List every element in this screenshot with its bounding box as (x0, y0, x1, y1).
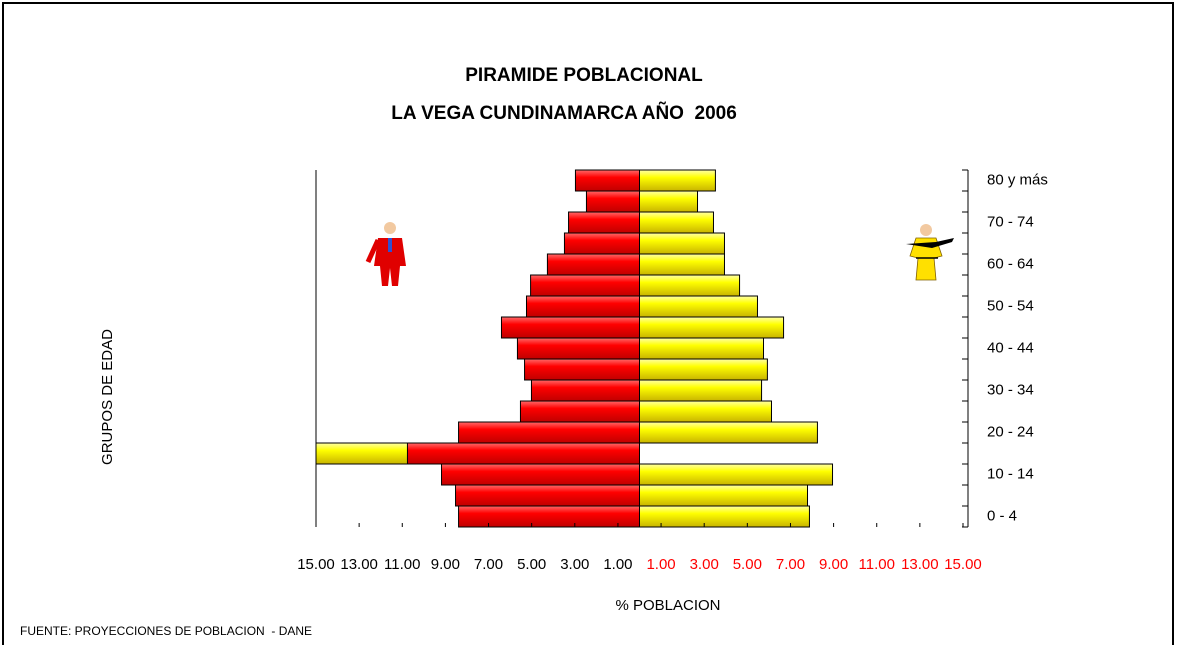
x-tick-label: 15.00 (297, 556, 335, 573)
x-tick-label: 7.00 (776, 556, 805, 573)
x-tick-label: 3.00 (560, 556, 589, 573)
x-tick-label: 7.00 (474, 556, 503, 573)
bar (530, 274, 640, 297)
bar (441, 463, 640, 486)
bar (639, 316, 785, 339)
bar (639, 211, 714, 234)
bar (639, 190, 699, 213)
bar (458, 505, 640, 528)
x-tick-label: 5.00 (517, 556, 546, 573)
x-tick-label: 13.00 (340, 556, 378, 573)
bar (530, 379, 640, 402)
y-tick-label: 80 y más (987, 171, 1048, 188)
y-axis-label: GRUPOS DE EDAD (99, 329, 116, 465)
bar (639, 400, 772, 423)
y-tick-label: 10 - 14 (987, 465, 1034, 482)
x-tick-label: 1.00 (603, 556, 632, 573)
y-tick-label: 50 - 54 (987, 297, 1034, 314)
x-tick-label: 5.00 (733, 556, 762, 573)
bar (639, 232, 725, 255)
bar (639, 358, 768, 381)
bar (639, 169, 716, 192)
bar (639, 295, 758, 318)
x-tick-label: 15.00 (944, 556, 982, 573)
bar (639, 484, 809, 507)
bar (458, 421, 640, 444)
bar (639, 463, 834, 486)
man-icon (365, 222, 406, 286)
y-tick-label: 0 - 4 (987, 507, 1017, 524)
bar (585, 190, 640, 213)
bar (524, 358, 641, 381)
bar (563, 232, 640, 255)
x-axis-label: % POBLACION (615, 597, 720, 614)
bar (406, 442, 640, 465)
bar (639, 337, 765, 360)
bar (525, 295, 640, 318)
bar (639, 253, 725, 276)
bar (519, 400, 641, 423)
bar (639, 274, 741, 297)
x-tick-label: 9.00 (819, 556, 848, 573)
bar (639, 421, 818, 444)
y-tick-label: 40 - 44 (987, 339, 1034, 356)
chart-title: LA VEGA CUNDINAMARCA AÑO 2006 (391, 102, 737, 124)
bar (516, 337, 641, 360)
bar (568, 211, 640, 234)
bar (639, 379, 763, 402)
chart-title: PIRAMIDE POBLACIONAL (465, 65, 703, 86)
x-tick-label: 11.00 (859, 556, 895, 573)
x-tick-label: 1.00 (646, 556, 675, 573)
woman-icon (906, 224, 954, 281)
source-note: FUENTE: PROYECCIONES DE POBLACION - DANE (20, 624, 312, 638)
bar (639, 505, 810, 528)
x-tick-label: 11.00 (384, 556, 420, 573)
bar (546, 253, 641, 276)
bar (574, 169, 641, 192)
y-tick-label: 70 - 74 (987, 213, 1034, 230)
bar (500, 316, 640, 339)
y-tick-label: 20 - 24 (987, 423, 1034, 440)
bar (455, 484, 641, 507)
x-tick-label: 13.00 (901, 556, 939, 573)
x-tick-label: 3.00 (690, 556, 719, 573)
x-tick-label: 9.00 (431, 556, 460, 573)
y-tick-label: 60 - 64 (987, 255, 1034, 272)
y-tick-label: 30 - 34 (987, 381, 1034, 398)
